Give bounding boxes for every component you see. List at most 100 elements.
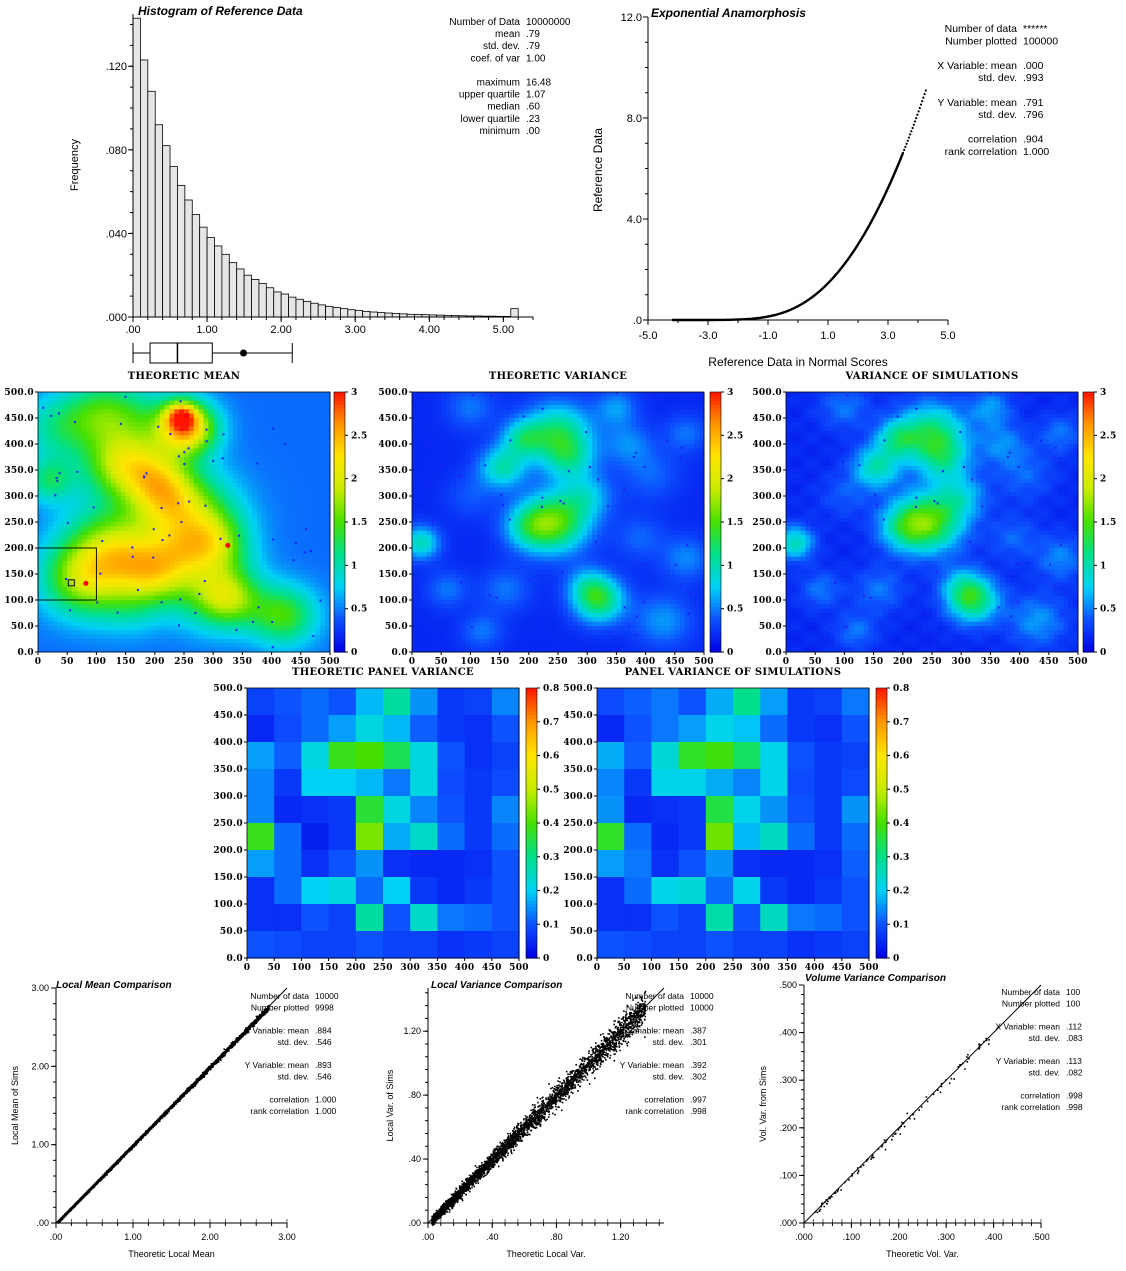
histogram-bar [333, 308, 340, 317]
heatmap-cell [199, 574, 204, 579]
heatmap-cell [272, 531, 277, 536]
heatmap-cell [238, 453, 243, 458]
heatmap-cell [126, 570, 131, 575]
heatmap-cell [675, 422, 680, 427]
heatmap-cell [189, 630, 194, 635]
heatmap-cell [247, 617, 252, 622]
heatmap-cell [296, 604, 301, 609]
anamorphosis-title: Exponential Anamorphosis [651, 6, 806, 20]
heatmap-cell [48, 635, 53, 640]
heatmap-cell [451, 427, 456, 432]
heatmap-cell [262, 466, 267, 471]
heatmap-cell [470, 422, 475, 427]
heatmap-cell [267, 492, 272, 497]
heatmap-cell [228, 479, 233, 484]
heatmap-cell [106, 418, 111, 423]
heatmap-cell [281, 487, 286, 492]
heatmap-cell [135, 557, 140, 562]
histogram-bar [311, 303, 318, 317]
heatmap-cell [441, 431, 446, 436]
heatmap-cell [213, 613, 218, 618]
heatmap-cell [72, 609, 77, 614]
heatmap-cell [262, 518, 267, 523]
heatmap-cell [582, 414, 587, 419]
heatmap-cell [276, 396, 281, 401]
heatmap-cell [101, 630, 106, 635]
heatmap-cell [257, 431, 262, 436]
heatmap-cell [281, 453, 286, 458]
heatmap-cell [534, 422, 539, 427]
heatmap-cell [160, 617, 165, 622]
heatmap-cell [77, 479, 82, 484]
heatmap-cell [194, 518, 199, 523]
heatmap-cell [529, 457, 534, 462]
heatmap-cell [96, 461, 101, 466]
heatmap-cell [101, 604, 106, 609]
heatmap-cell [160, 392, 165, 397]
heatmap-cell [43, 396, 48, 401]
heatmap-cell [57, 565, 62, 570]
heatmap-cell [670, 405, 675, 410]
heatmap-cell [262, 405, 267, 410]
heatmap-cell [286, 613, 291, 618]
heatmap-cell [57, 552, 62, 557]
heatmap-cell [67, 535, 72, 540]
heatmap-cell [189, 427, 194, 432]
heatmap-cell [621, 418, 626, 423]
heatmap-cell [53, 444, 58, 449]
heatmap-cell [291, 414, 296, 419]
heatmap-cell [72, 487, 77, 492]
heatmap-cell [111, 474, 116, 479]
heatmap-cell [57, 609, 62, 614]
heatmap-cell [72, 461, 77, 466]
heatmap-cell [116, 587, 121, 592]
heatmap-cell [150, 470, 155, 475]
heatmap-cell [199, 531, 204, 536]
heatmap-cell [247, 505, 252, 510]
heatmap-cell [199, 470, 204, 475]
heatmap-cell [306, 639, 311, 644]
heatmap-cell [189, 570, 194, 575]
heatmap-cell [291, 630, 296, 635]
heatmap-cell [199, 613, 204, 618]
heatmap-cell [145, 552, 150, 557]
heatmap-cell [174, 496, 179, 501]
heatmap-cell [121, 565, 126, 570]
heatmap-cell [87, 409, 92, 414]
heatmap-cell [573, 440, 578, 445]
heatmap-cell [145, 522, 150, 527]
heatmap-cell [169, 570, 174, 575]
heatmap-cell [446, 431, 451, 436]
heatmap-cell [111, 496, 116, 501]
heatmap-cell [208, 613, 213, 618]
heatmap-cell [77, 609, 82, 614]
heatmap-cell [509, 409, 514, 414]
heatmap-cell [291, 578, 296, 583]
heatmap-cell [57, 531, 62, 536]
heatmap-cell [130, 487, 135, 492]
anamorphosis-point [910, 130, 912, 132]
heatmap-cell [301, 535, 306, 540]
heatmap-cell [276, 401, 281, 406]
heatmap-cell [694, 435, 699, 440]
heatmap-cell [223, 557, 228, 562]
heatmap-cell [150, 401, 155, 406]
heatmap-cell [121, 552, 126, 557]
heatmap-cell [665, 444, 670, 449]
heatmap-cell [116, 427, 121, 432]
heatmap-cell [169, 626, 174, 631]
heatmap-cell [262, 626, 267, 631]
heatmap-cell [422, 435, 427, 440]
heatmap-cell [160, 604, 165, 609]
histogram-bar [511, 309, 518, 317]
heatmap-cell [87, 461, 92, 466]
heatmap-cell [301, 492, 306, 497]
heatmap-cell [106, 617, 111, 622]
heatmap-cell [96, 522, 101, 527]
heatmap-cell [247, 578, 252, 583]
heatmap-cell [199, 630, 204, 635]
heatmap-cell [116, 466, 121, 471]
heatmap-cell [165, 578, 170, 583]
heatmap-cell [650, 427, 655, 432]
heatmap-cell [92, 622, 97, 627]
